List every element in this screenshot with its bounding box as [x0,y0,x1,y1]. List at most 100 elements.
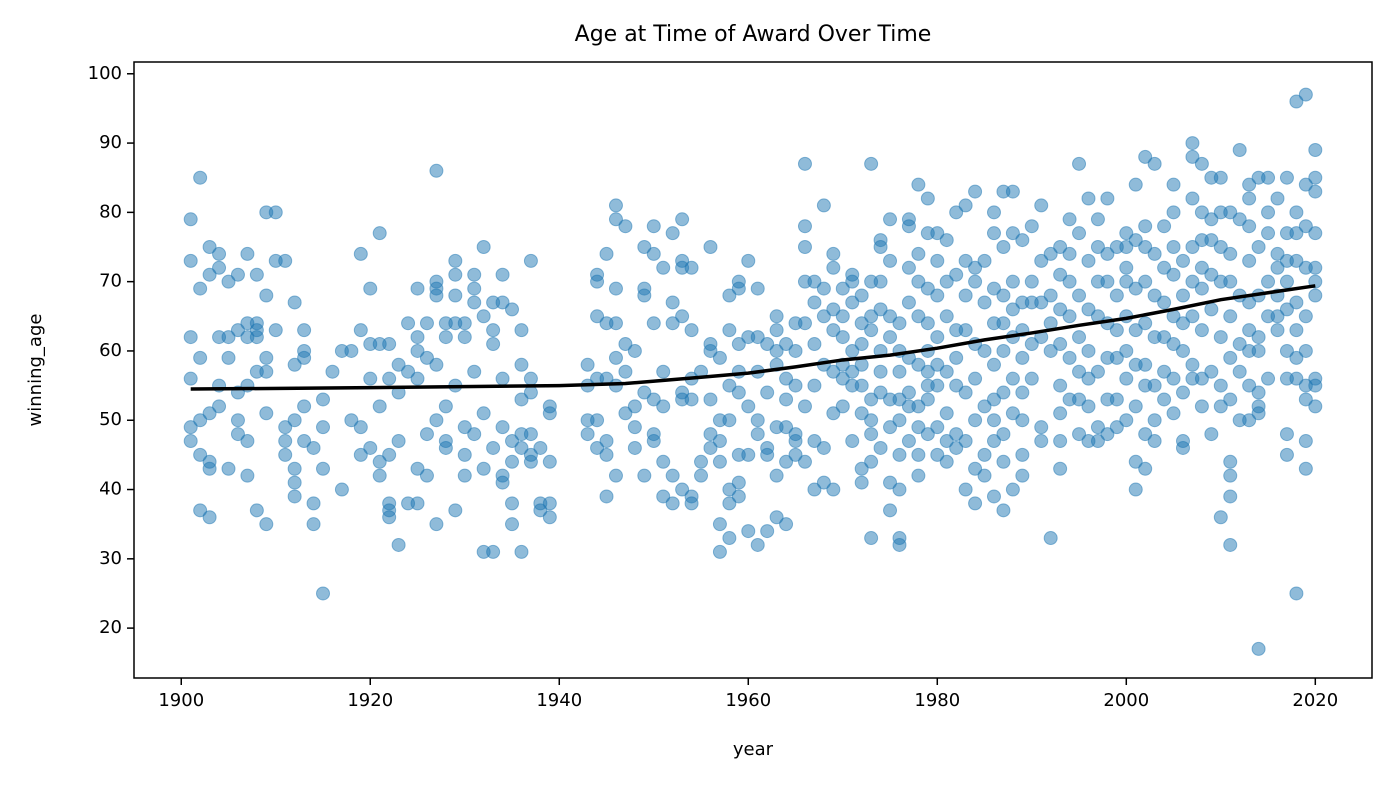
point [410,343,425,358]
point [1213,510,1228,525]
point [911,246,926,261]
point [230,427,245,442]
point [1062,350,1077,365]
point [637,385,652,400]
point [1223,350,1238,365]
point [1213,378,1228,393]
point [230,413,245,428]
point [1223,246,1238,261]
point [467,364,482,379]
y-tick-label: 50 [99,409,122,430]
point [382,510,397,525]
point [259,350,274,365]
point [1194,205,1209,220]
point [703,240,718,255]
point [816,281,831,296]
point [1185,240,1200,255]
point [486,323,501,338]
x-tick-label: 2000 [1103,690,1149,711]
point [523,371,538,386]
point [419,350,434,365]
x-tick-label: 1960 [725,690,771,711]
point [637,468,652,483]
point [542,454,557,469]
point [864,323,879,338]
point [1298,461,1313,476]
point [996,240,1011,255]
point [1005,274,1020,289]
point [363,440,378,455]
point [1194,371,1209,386]
point [911,468,926,483]
point [1289,371,1304,386]
point [996,288,1011,303]
point [731,337,746,352]
point [1308,288,1323,303]
point [410,496,425,511]
point [372,226,387,241]
point [505,496,520,511]
point [1119,260,1134,275]
point [731,385,746,400]
point [741,524,756,539]
point [287,475,302,490]
point [467,295,482,310]
point [854,357,869,372]
point [854,406,869,421]
point [1034,434,1049,449]
point [1175,440,1190,455]
point [1204,267,1219,282]
point [457,420,472,435]
point [183,434,198,449]
point [930,447,945,462]
point [1270,191,1285,206]
point [1015,413,1030,428]
point [656,260,671,275]
point [202,267,217,282]
point [1034,198,1049,213]
point [807,434,822,449]
point [1251,385,1266,400]
point [183,420,198,435]
point [1024,337,1039,352]
point [467,427,482,442]
point [297,350,312,365]
point [968,461,983,476]
point [873,440,888,455]
point [1251,641,1266,656]
point [353,420,368,435]
point [968,184,983,199]
point [845,295,860,310]
point [467,267,482,282]
point [316,586,331,601]
point [845,434,860,449]
point [835,399,850,414]
point [977,399,992,414]
point [1261,226,1276,241]
point [835,309,850,324]
point [741,253,756,268]
point [1138,240,1153,255]
point [779,337,794,352]
point [873,302,888,317]
point [930,330,945,345]
point [722,378,737,393]
point [590,413,605,428]
point [221,350,236,365]
point [901,219,916,234]
point [939,406,954,421]
point [731,475,746,490]
point [722,288,737,303]
point [608,212,623,227]
point [1015,350,1030,365]
point [986,413,1001,428]
point [788,378,803,393]
point [1072,156,1087,171]
point [599,246,614,261]
point [495,267,510,282]
point [977,253,992,268]
point [958,385,973,400]
point [287,295,302,310]
point [202,461,217,476]
